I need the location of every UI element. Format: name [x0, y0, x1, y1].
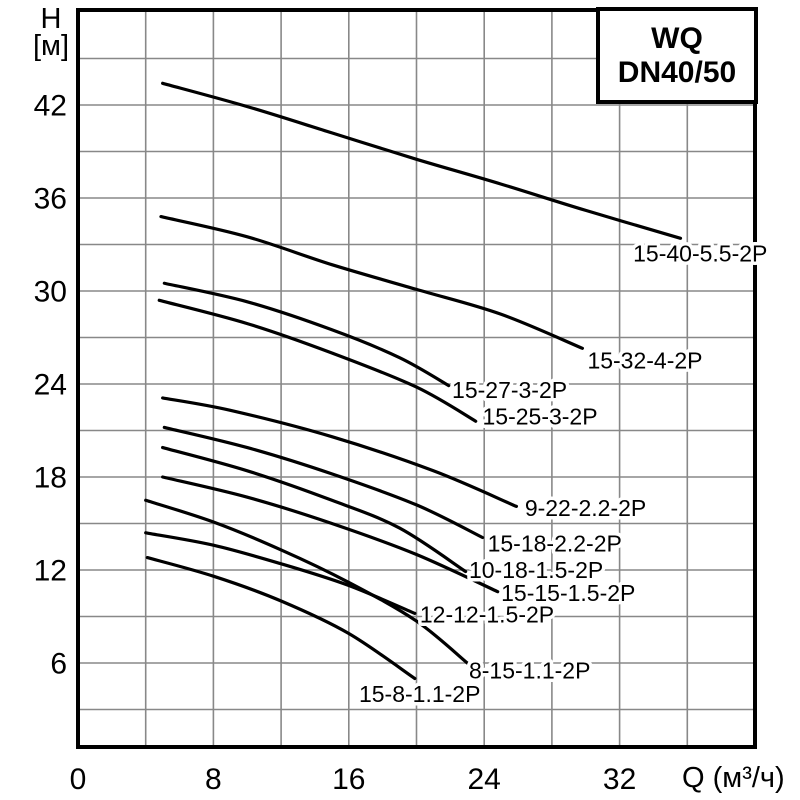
- pump-curve-15-18-2.2-2P: [162, 425, 485, 540]
- curve-label-10-18-1.5-2P: 10-18-1.5-2P: [469, 557, 603, 583]
- y-axis-tick-label: 6: [50, 648, 67, 681]
- x-axis-tick-label: 8: [205, 763, 222, 796]
- curve-labels: 15-40-5.5-2P 15-32-4-2P 15-27-3-2P15-25-3-…: [355, 237, 770, 710]
- curve-label-15-8-1.1-2P: 15-8-1.1-2P: [359, 681, 480, 707]
- pump-curve-15-40-5.5-2P: [161, 81, 683, 240]
- grid-lines: [78, 10, 755, 747]
- x-axis-tick-label: 24: [468, 763, 501, 796]
- curve-label-8-15-1.1-2P: 8-15-1.1-2P: [469, 658, 590, 684]
- pump-curve-15-25-3-2P: [157, 298, 478, 423]
- x-axis-tick-label: 32: [603, 763, 636, 796]
- y-axis-tick-label: 12: [34, 555, 67, 588]
- y-axis-tick-label: 30: [34, 276, 67, 309]
- axis-tick-labels: 0 8 16 24 32 6 12 18 24 30 36 42: [34, 90, 637, 797]
- pump-curve-10-18-1.5-2P: [161, 445, 468, 574]
- curve-label-15-27-3-2P: 15-27-3-2P: [452, 377, 567, 403]
- x-axis-title: Q (м³/ч): [682, 762, 785, 794]
- curve-label-12-12-1.5-2P: 12-12-1.5-2P: [420, 602, 554, 628]
- chart-title-line2: DN40/50: [617, 55, 737, 89]
- pump-curves: [144, 81, 683, 681]
- y-axis-tick-label: 42: [34, 90, 67, 123]
- chart-title-box: WQ DN40/50: [596, 7, 758, 104]
- plot-frame: [76, 8, 757, 749]
- y-axis-tick-label: 36: [34, 183, 67, 216]
- x-axis-tick-label: 0: [70, 763, 87, 796]
- curve-label-15-25-3-2P: 15-25-3-2P: [483, 403, 598, 429]
- curve-label-15-32-4-2P: 15-32-4-2P: [587, 348, 702, 374]
- curve-label-15-18-2.2-2P: 15-18-2.2-2P: [488, 530, 622, 556]
- chart-title-line1: WQ: [651, 21, 703, 55]
- pump-curve-8-15-1.1-2P: [144, 498, 469, 665]
- x-axis-tick-label: 16: [332, 763, 365, 796]
- y-axis-title-unit: [м]: [32, 30, 70, 62]
- pump-curve-9-22-2.2-2P: [161, 396, 518, 508]
- pump-curve-15-27-3-2P: [162, 281, 451, 388]
- pump-curve-15-32-4-2P: [159, 215, 584, 350]
- curve-label-9-22-2.2-2P: 9-22-2.2-2P: [525, 495, 646, 521]
- y-axis-title-symbol: H: [40, 3, 62, 35]
- curve-label-15-15-1.5-2P: 15-15-1.5-2P: [501, 580, 635, 606]
- curve-label-15-40-5.5-2P: 15-40-5.5-2P: [633, 241, 767, 267]
- y-axis-tick-label: 24: [34, 369, 67, 402]
- pump-curve-15-8-1.1-2P: [145, 556, 417, 681]
- y-axis-title: H [м]: [22, 3, 80, 62]
- pump-curve-15-15-1.5-2P: [161, 475, 500, 594]
- y-axis-tick-label: 18: [34, 462, 67, 495]
